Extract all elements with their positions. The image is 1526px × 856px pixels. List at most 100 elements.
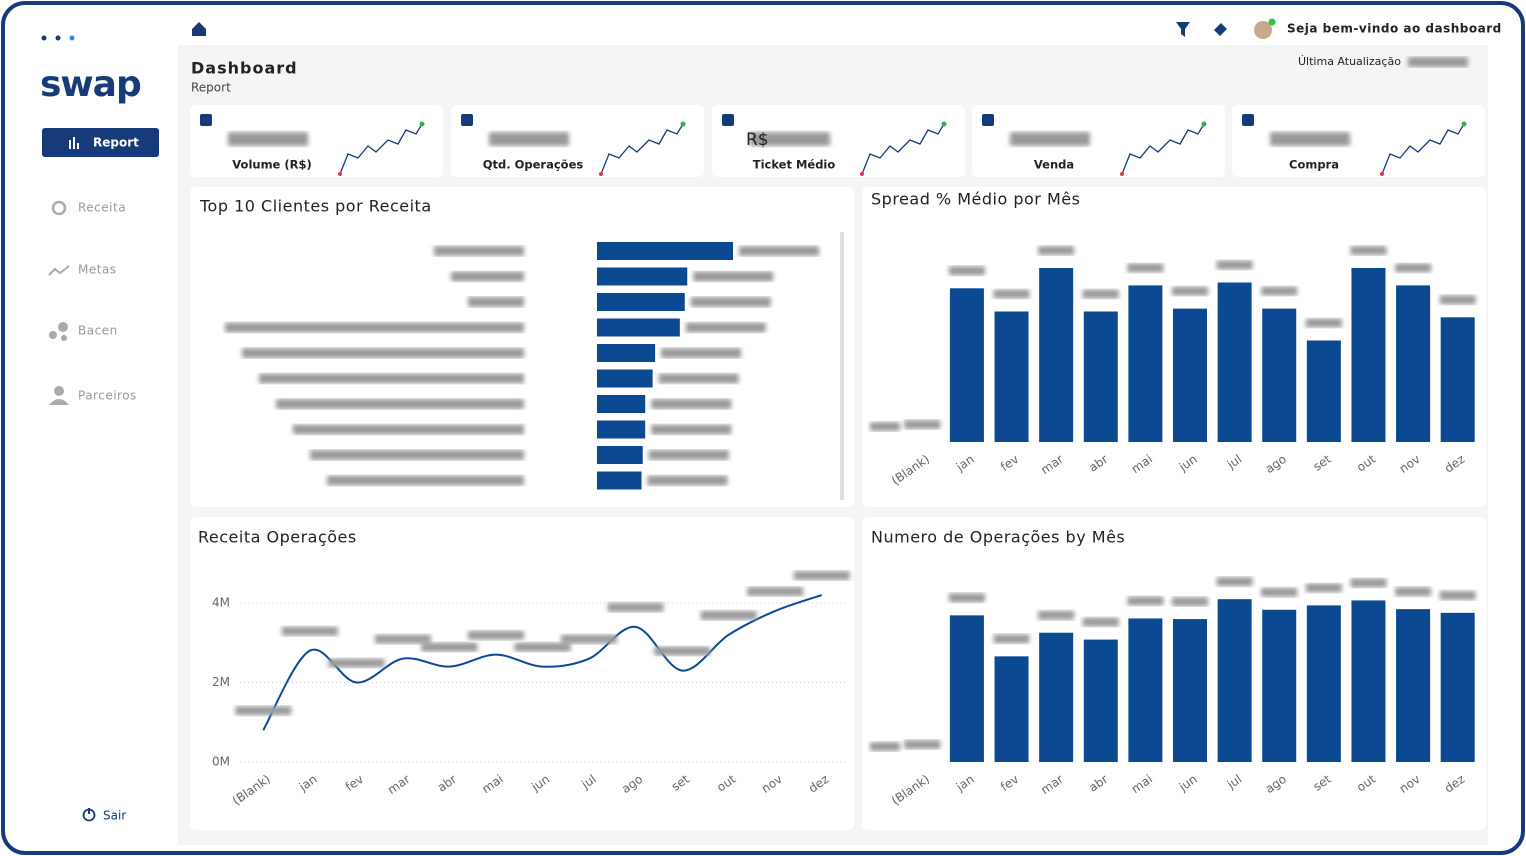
logout[interactable]: Sair (103, 809, 126, 823)
chart-title: Receita Operações (198, 528, 357, 547)
blurred (1127, 596, 1164, 606)
page-subtitle: Report (191, 81, 231, 95)
line (262, 594, 823, 731)
y-tick-label: 4M (212, 596, 230, 610)
blurred (1172, 286, 1208, 296)
kpi-icon (722, 114, 734, 126)
blurred (374, 634, 431, 644)
bar (1173, 619, 1207, 762)
blurred (1395, 587, 1432, 597)
spark-dot (599, 172, 603, 176)
bar (1262, 308, 1297, 442)
blurred (1350, 246, 1387, 255)
sidebar: swap Report Receita Metas Bacen Parceiro… (40, 35, 159, 823)
home-icon[interactable] (192, 22, 206, 36)
kpi-label: Venda (1034, 158, 1074, 172)
blurred (654, 646, 711, 656)
blurred (293, 424, 524, 435)
menu-label[interactable]: Metas (78, 263, 117, 277)
blurred (750, 132, 830, 146)
kpi-card (1232, 105, 1485, 177)
blurred (661, 348, 742, 358)
bar (994, 311, 1029, 442)
bar (1039, 268, 1074, 442)
blurred (648, 450, 729, 460)
kpi-label: Compra (1289, 158, 1339, 172)
bar (1396, 609, 1431, 762)
menu-label[interactable]: Bacen (78, 324, 118, 338)
blurred (281, 626, 338, 636)
spark-dot (941, 121, 947, 127)
y-tick-label: 0M (212, 755, 230, 769)
kpi-icon (1242, 114, 1254, 126)
page-title: Dashboard (191, 59, 298, 78)
spark-dot (680, 121, 686, 127)
chart-title: Top 10 Clientes por Receita (199, 197, 432, 216)
blurred (242, 348, 524, 358)
kpi-card (451, 105, 704, 177)
spark-dot (860, 172, 864, 176)
sparkline (339, 123, 423, 175)
bar (1128, 285, 1163, 442)
kpi-label: Qtd. Operações (483, 158, 584, 172)
bar (1440, 612, 1475, 762)
filter-icon[interactable] (1176, 22, 1190, 37)
blurred (561, 634, 618, 644)
panel (190, 517, 854, 830)
spark-dot (1461, 121, 1467, 127)
blurred (1305, 583, 1342, 593)
bar (597, 395, 646, 413)
blurred (690, 297, 771, 307)
blurred (489, 132, 569, 146)
menu-report[interactable] (42, 128, 159, 157)
blurred (1395, 263, 1432, 273)
bar (597, 318, 680, 337)
chart-title: Spread % Médio por Mês (871, 190, 1080, 209)
eraser-icon[interactable] (1214, 23, 1227, 36)
bar (597, 242, 733, 260)
blurred (1082, 289, 1119, 299)
bar (1351, 268, 1386, 442)
blurred (1261, 286, 1298, 296)
bar (1306, 340, 1341, 442)
spark-dot (1380, 172, 1384, 176)
blurred (276, 399, 524, 409)
blurred (310, 450, 524, 460)
blurred (328, 658, 385, 668)
bar (597, 344, 656, 362)
welcome: Seja bem-vindo ao dashboard (1287, 22, 1502, 36)
sparkline (1381, 123, 1465, 175)
blurred (468, 297, 524, 307)
bar (1217, 282, 1252, 442)
kpi-label: Ticket Médio (753, 158, 836, 172)
blurred (514, 642, 571, 652)
menu-label[interactable]: Parceiros (78, 389, 137, 403)
kpi-label: Volume (R$) (232, 158, 311, 172)
avatar[interactable] (1254, 21, 1272, 39)
bar (1351, 600, 1386, 762)
blurred (1216, 577, 1253, 587)
blurred (607, 602, 664, 612)
blurred (948, 593, 985, 603)
bar (994, 656, 1029, 762)
bar (597, 369, 653, 388)
blurred (1439, 295, 1476, 305)
kpi-card (190, 105, 443, 177)
blurred (793, 571, 850, 581)
blurred (228, 132, 308, 146)
menu-label[interactable]: Report (93, 136, 139, 150)
bar (597, 267, 688, 286)
blurred (451, 271, 524, 282)
spark-dot (338, 172, 342, 176)
menu-label[interactable]: Receita (78, 201, 126, 215)
blurred (1216, 260, 1253, 270)
bar (1039, 632, 1074, 762)
bar (1083, 311, 1118, 442)
kpi-icon (461, 114, 473, 126)
bar (597, 293, 685, 311)
sparkline (861, 123, 945, 175)
blurred (693, 271, 774, 282)
blurred (1408, 57, 1468, 67)
blurred (235, 706, 292, 716)
